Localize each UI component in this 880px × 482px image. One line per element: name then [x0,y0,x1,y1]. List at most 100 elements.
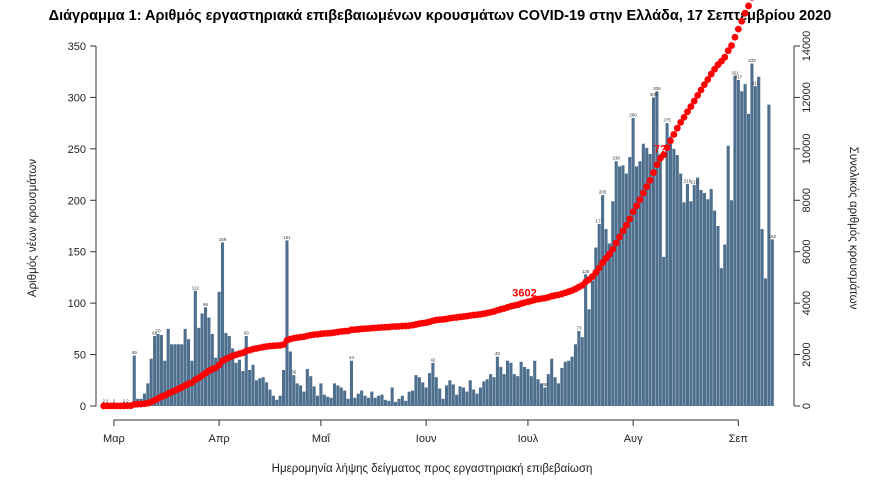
bar-160 [645,147,649,406]
bar-label-9: 49 [132,350,138,355]
bar-146 [597,223,601,406]
bar-87 [397,398,401,406]
cum-point-155 [626,215,634,223]
bar-label-1: 2 [106,398,109,403]
cum-point-186 [731,33,739,41]
y2-tick-label-14000: 14000 [801,31,813,62]
cum-point-165 [660,151,668,159]
bar-20 [170,344,174,406]
y-tick-label-250: 250 [68,144,86,156]
bar-105 [458,386,462,406]
bar-label-0: 2 [102,398,105,403]
bar-136 [563,361,567,406]
bar-168 [672,148,676,407]
bar-106 [461,387,465,406]
bar-92 [414,375,418,406]
bar-22 [176,344,180,406]
bar-46 [258,378,262,406]
bar-51 [275,399,279,406]
bar-175 [696,177,700,406]
bar-label-30: 96 [203,302,209,307]
x-tick-label-6: Σεπ [729,433,749,445]
bar-57 [295,383,299,406]
bar-84 [387,400,391,406]
bar-166 [665,123,669,406]
cum-point-170 [677,118,685,126]
bar-64 [319,383,323,406]
bar-label-97: 42 [430,357,436,362]
bar-42 [244,336,248,406]
bar-192 [753,86,757,407]
bar-17 [159,335,163,406]
bar-49 [268,389,272,406]
cum-point-179 [707,70,715,78]
bar-103 [451,384,455,406]
bar-label-130: 46 [542,382,548,387]
bar-151 [614,161,618,406]
bar-74 [353,397,357,406]
bar-121 [512,374,516,406]
bar-label-142: 128 [582,269,590,274]
cum-point-168 [670,131,678,138]
bar-162 [651,97,656,407]
x-tick-label-1: Απρ [208,433,229,445]
bar-86 [394,401,398,406]
bar-78 [366,397,370,406]
bar-90 [407,391,411,406]
bar-label-42: 69 [244,331,250,336]
bar-55 [288,351,292,406]
bar-73 [349,360,353,406]
bar-94 [421,382,425,406]
bar-97 [431,362,435,406]
bar-70 [339,387,343,406]
bar-label-163: 306 [653,86,661,91]
bar-93 [417,377,421,406]
bar-18 [163,360,167,406]
bar-71 [343,390,347,406]
bar-37 [227,336,231,406]
bar-label-116: 48 [495,351,501,356]
bar-143 [587,309,591,406]
cum-point-169 [673,124,681,132]
y-tick-label-300: 300 [68,92,86,104]
bar-61 [309,376,313,406]
bar-171 [682,202,686,406]
right-axis: 0 2000 4000 6000 8000 10000 12000 14000 [793,31,813,409]
y-axis-title: Αριθμός νέων κρουσμάτων [27,159,39,297]
y2-tick-label-8000: 8000 [801,188,813,212]
bar-183 [723,244,727,406]
bar-153 [621,165,625,406]
bar-28 [197,327,201,406]
cum-point-154 [622,221,630,229]
bar-190 [747,113,751,406]
bar-133 [553,377,557,406]
bar-195 [763,278,768,406]
bar-label-27: 112 [192,285,200,290]
y2-tick-label-6000: 6000 [801,239,813,263]
bar-152 [618,166,622,406]
bar-114 [489,374,493,406]
cum-point-159 [639,189,647,197]
bar-187 [736,79,740,406]
cum-point-175 [694,91,702,99]
bar-48 [265,382,269,406]
cum-point-157 [633,202,640,210]
bar-80 [373,397,377,406]
bar-161 [648,154,652,406]
bar-38 [231,348,235,406]
bar-12 [142,393,146,406]
bar-188 [740,91,744,406]
bar-125 [526,368,530,406]
bar-95 [424,387,428,406]
bar-58 [299,385,303,406]
bar-53 [282,370,286,406]
bar-52 [278,395,282,406]
bar-182 [719,268,723,406]
left-axis: 0 50 100 150 200 250 300 350 [68,41,97,413]
bar-29 [200,313,204,406]
bar-134 [556,383,561,406]
bar-129 [539,383,544,406]
bar-116 [495,356,499,406]
y2-axis-title: Συνολικός αριθμός κρουσμάτων [847,147,859,310]
